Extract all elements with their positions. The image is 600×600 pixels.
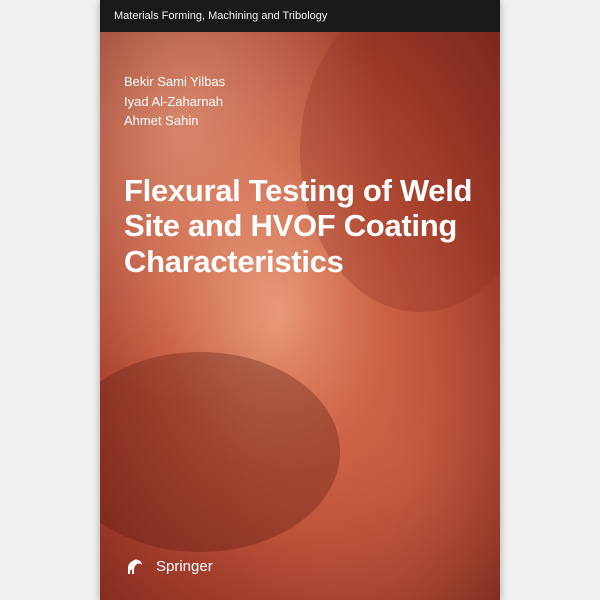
author-name: Iyad Al-Zaharnah: [124, 92, 476, 112]
series-label: Materials Forming, Machining and Tribolo…: [114, 10, 327, 22]
author-name: Bekir Sami Yilbas: [124, 72, 476, 92]
series-bar: Materials Forming, Machining and Tribolo…: [100, 0, 500, 32]
publisher-block: Springer: [124, 554, 213, 578]
author-name: Ahmet Sahin: [124, 111, 476, 131]
cover-main-area: Bekir Sami Yilbas Iyad Al-Zaharnah Ahmet…: [100, 32, 500, 600]
book-title: Flexural Testing of Weld Site and HVOF C…: [124, 173, 476, 280]
publisher-name: Springer: [156, 558, 213, 575]
authors-block: Bekir Sami Yilbas Iyad Al-Zaharnah Ahmet…: [124, 72, 476, 131]
book-cover: Materials Forming, Machining and Tribolo…: [100, 0, 500, 600]
springer-horse-icon: [124, 554, 148, 578]
